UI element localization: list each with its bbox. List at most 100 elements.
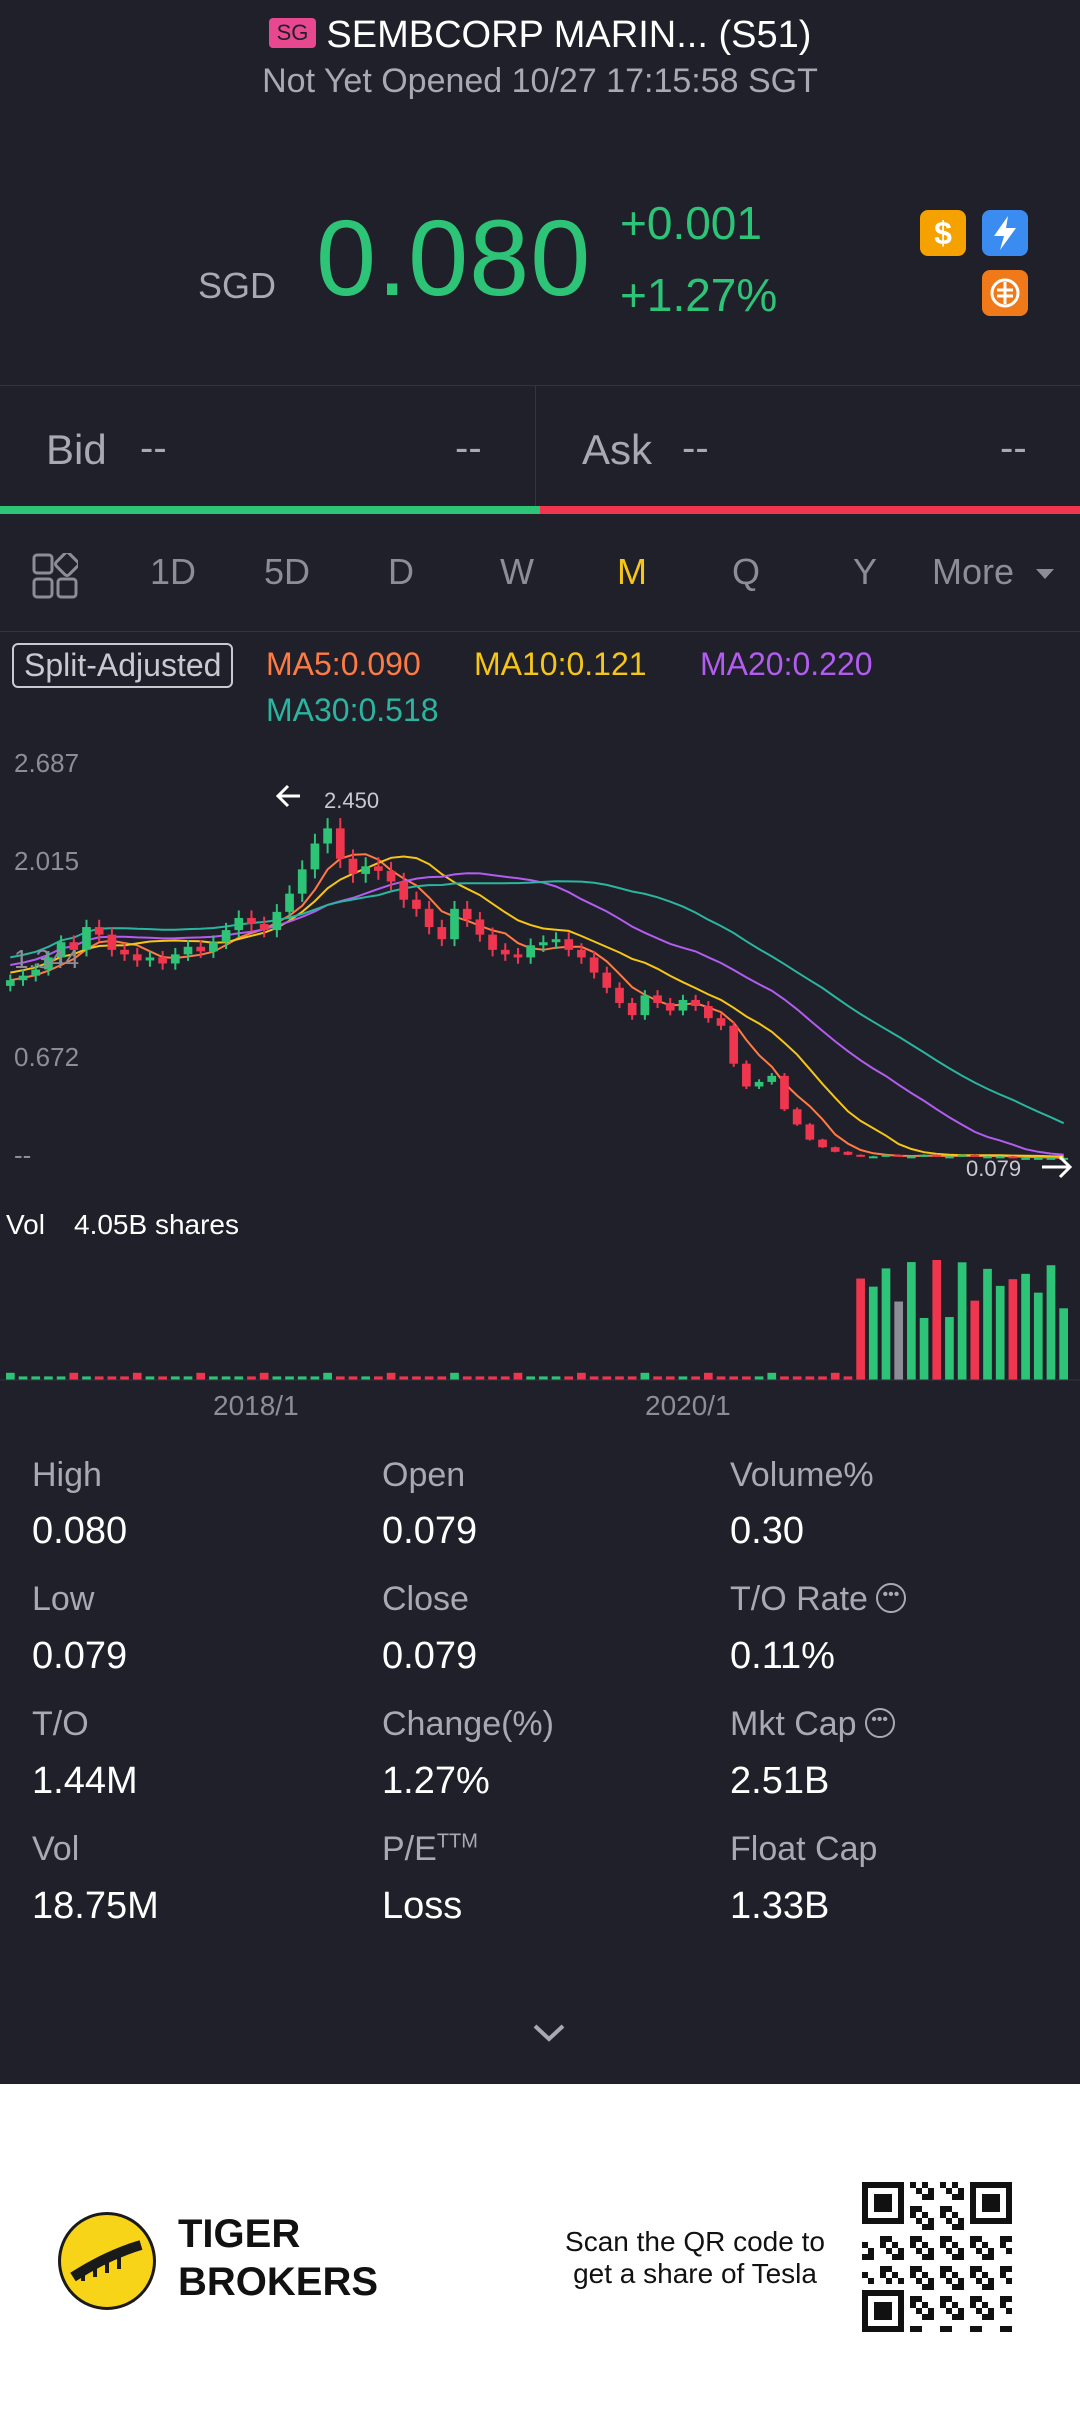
tab-m[interactable]: M bbox=[617, 551, 647, 592]
tab-w[interactable]: W bbox=[500, 551, 534, 592]
volume-bar bbox=[1008, 1279, 1018, 1380]
volume-bar bbox=[932, 1260, 942, 1380]
candle-body bbox=[678, 999, 688, 1011]
tiger-logo-icon bbox=[58, 2212, 156, 2310]
promo-footer: TIGER BROKERS Scan the QR code to get a … bbox=[0, 2084, 1080, 2429]
volume-bar bbox=[843, 1376, 853, 1380]
volume-bar bbox=[450, 1372, 459, 1380]
candle-body bbox=[234, 917, 244, 931]
volume-bar bbox=[335, 1376, 345, 1380]
candle-body bbox=[653, 995, 662, 1003]
volume-bar bbox=[577, 1372, 586, 1380]
candle-body bbox=[132, 954, 142, 961]
y-tick-1: 2.015 bbox=[14, 846, 79, 876]
volume-label: Vol bbox=[6, 1209, 45, 1240]
lightning-icon[interactable] bbox=[982, 210, 1028, 256]
volume-bar bbox=[881, 1268, 891, 1380]
tab-d[interactable]: D bbox=[388, 551, 414, 592]
volume-bar bbox=[907, 1262, 916, 1380]
stat-label-pe-text: P/E bbox=[382, 1830, 437, 1868]
volume-bar bbox=[488, 1376, 497, 1380]
volume-bar bbox=[69, 1372, 79, 1380]
bid-bar bbox=[0, 506, 540, 514]
chart-settings-icon[interactable] bbox=[32, 551, 80, 604]
candle-body bbox=[297, 869, 307, 894]
candle-body bbox=[792, 1109, 802, 1125]
volume-bar bbox=[691, 1376, 700, 1380]
ma30-label: MA30:0.518 bbox=[266, 692, 439, 728]
x-tick-2020: 2020/1 bbox=[645, 1390, 731, 1421]
split-adjusted-toggle[interactable]: Split-Adjusted bbox=[12, 643, 234, 688]
volume-bar bbox=[742, 1376, 751, 1380]
tab-q[interactable]: Q bbox=[732, 551, 761, 592]
volume-bar bbox=[945, 1317, 954, 1380]
stat-label-pe: P/ETTM bbox=[382, 1830, 478, 1869]
candle-body bbox=[399, 881, 409, 900]
candle-body bbox=[462, 908, 472, 920]
stat-label-high: High bbox=[32, 1456, 102, 1494]
volume-bar bbox=[1021, 1273, 1030, 1380]
volume-bar bbox=[158, 1376, 167, 1380]
candle-body bbox=[1033, 1157, 1043, 1160]
volume-bar bbox=[818, 1376, 827, 1380]
expand-chevron-icon[interactable] bbox=[532, 2022, 566, 2049]
ma30-line bbox=[10, 880, 1065, 1125]
market-status: Not Yet Opened 10/27 17:15:58 SGT bbox=[262, 62, 818, 100]
period-tabs: 1D 5D D W M Q Y More bbox=[0, 513, 1080, 632]
candle-body bbox=[615, 987, 624, 1003]
y-tick-4: -- bbox=[14, 1140, 31, 1170]
tab-5d[interactable]: 5D bbox=[264, 551, 311, 592]
ma10-line bbox=[10, 855, 1064, 1158]
volume-bar bbox=[107, 1376, 117, 1380]
volume-bar bbox=[120, 1376, 129, 1380]
stat-label-change-pct: Change(%) bbox=[382, 1705, 554, 1743]
volume-bar bbox=[602, 1376, 612, 1380]
candle-body bbox=[868, 1156, 878, 1159]
candle-body bbox=[881, 1154, 891, 1157]
stat-value-to-rate: 0.11% bbox=[730, 1635, 835, 1677]
candle-body bbox=[82, 927, 91, 950]
candle-body bbox=[780, 1075, 789, 1110]
candle-body bbox=[919, 1154, 929, 1157]
tab-1d[interactable]: 1D bbox=[150, 551, 197, 592]
volume-bar bbox=[868, 1286, 878, 1380]
stat-value-low: 0.079 bbox=[32, 1635, 128, 1677]
volume-bar bbox=[526, 1376, 535, 1380]
dollar-icon[interactable]: $ bbox=[920, 210, 966, 256]
volume-bar bbox=[132, 1372, 142, 1380]
stat-value-high: 0.080 bbox=[32, 1510, 128, 1552]
volume-bar bbox=[82, 1376, 91, 1380]
tab-y[interactable]: Y bbox=[853, 551, 878, 592]
y-tick-0: 2.687 bbox=[14, 748, 79, 778]
volume-bar bbox=[310, 1376, 320, 1380]
volume-bar bbox=[754, 1376, 764, 1380]
candle-body bbox=[18, 975, 28, 981]
tiger-icon[interactable] bbox=[982, 270, 1028, 316]
volume-bar bbox=[792, 1376, 802, 1380]
volume-bar bbox=[234, 1376, 244, 1380]
volume-bar bbox=[995, 1285, 1005, 1380]
candle-body bbox=[894, 1154, 904, 1157]
candle-body bbox=[94, 927, 104, 935]
candle-body bbox=[539, 942, 548, 946]
volume-bar bbox=[716, 1376, 726, 1380]
candle-body bbox=[424, 908, 434, 928]
candle-body bbox=[107, 934, 117, 950]
stat-label-mkt-cap: Mkt Cap ••• bbox=[730, 1705, 895, 1744]
volume-bar bbox=[44, 1376, 53, 1380]
candle-body bbox=[500, 949, 510, 955]
volume-bar bbox=[627, 1376, 637, 1380]
price-chart[interactable]: 2.687 2.015 1.344 0.672 -- 2.450 0.079 V… bbox=[0, 740, 1080, 1390]
candle-body bbox=[843, 1151, 853, 1155]
bid-ask-divider bbox=[535, 386, 536, 506]
tab-more[interactable]: More bbox=[932, 551, 1056, 593]
ask-label: Ask bbox=[582, 426, 653, 473]
volume-bar bbox=[640, 1372, 650, 1380]
candle-body bbox=[374, 866, 383, 871]
candle-body bbox=[716, 1018, 726, 1026]
more-info-icon[interactable]: ••• bbox=[875, 1583, 906, 1614]
candle-body bbox=[56, 942, 66, 958]
more-info-icon[interactable]: ••• bbox=[864, 1708, 895, 1739]
volume-bar bbox=[247, 1376, 256, 1380]
quote-header: SG SEMBCORP MARIN... (S51) Not Yet Opened… bbox=[0, 0, 1080, 385]
